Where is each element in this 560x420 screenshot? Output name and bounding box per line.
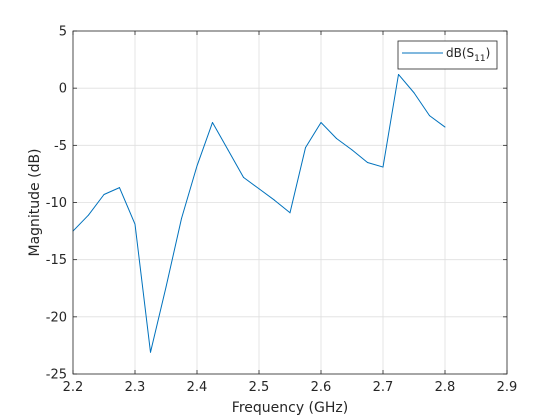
- y-tick-label: -25: [46, 368, 67, 383]
- y-axis-label: Magnitude (dB): [27, 148, 43, 256]
- data-point: [382, 166, 384, 168]
- x-tick-label: 2.4: [187, 380, 208, 395]
- x-tick-label: 2.3: [125, 380, 146, 395]
- legend-box: [397, 40, 498, 70]
- legend-subscript: 11: [474, 54, 485, 64]
- data-point: [367, 161, 368, 163]
- x-tick-label: 2.5: [249, 380, 270, 395]
- data-point: [336, 137, 337, 139]
- legend-prefix: dB(S: [446, 46, 474, 60]
- data-point: [103, 193, 105, 195]
- data-point: [289, 212, 291, 214]
- data-point: [351, 149, 353, 151]
- y-tick-label: -5: [54, 139, 67, 154]
- x-tick-label: 2.2: [63, 380, 84, 395]
- y-tick-label: 5: [59, 25, 67, 40]
- x-tick-label: 2.7: [373, 380, 394, 395]
- data-point: [88, 214, 89, 216]
- data-point: [413, 92, 415, 94]
- y-tick-label: -20: [46, 310, 67, 325]
- ticks: 2.2 2.3 2.4 2.5 2.6 2.7 2.8 2.9 -25 -20 -15 -10 -5 0 5: [46, 25, 518, 396]
- data-point: [258, 188, 260, 190]
- data-point: [165, 286, 167, 288]
- data-point: [196, 165, 198, 167]
- data-point: [134, 223, 136, 225]
- x-tick-label: 2.8: [435, 380, 456, 395]
- data-point: [181, 218, 182, 220]
- data-point: [274, 199, 275, 201]
- data-point: [320, 121, 322, 123]
- data-point: [119, 187, 120, 189]
- y-tick-label: -10: [46, 196, 67, 211]
- data-point: [444, 126, 446, 128]
- data-point: [398, 73, 399, 75]
- legend: dB(S11): [397, 40, 498, 70]
- data-point: [305, 147, 306, 149]
- data-point: [429, 115, 430, 117]
- x-tick-label: 2.9: [497, 380, 518, 395]
- data-point: [212, 121, 213, 123]
- data-point: [150, 351, 151, 353]
- y-tick-label: -15: [46, 253, 67, 268]
- x-tick-label: 2.6: [311, 380, 332, 395]
- legend-entry-s11: dB(S11): [446, 46, 490, 64]
- data-point: [227, 149, 229, 151]
- legend-suffix: ): [486, 46, 491, 60]
- data-point: [243, 176, 244, 178]
- y-tick-label: 0: [59, 82, 67, 97]
- x-axis-label: Frequency (GHz): [232, 400, 348, 416]
